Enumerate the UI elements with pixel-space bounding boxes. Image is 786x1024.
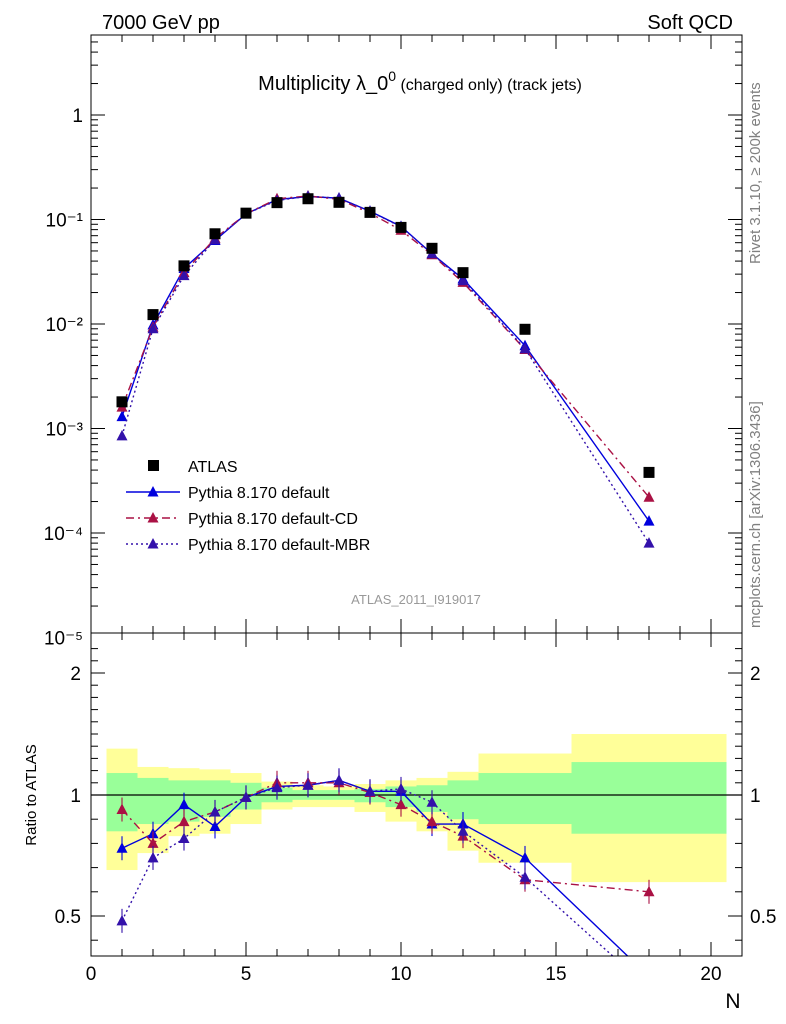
atlas-data-point	[519, 323, 531, 335]
legend-marker	[147, 538, 159, 549]
main-plot-title: Multiplicity λ_00 (charged only) (track …	[258, 68, 582, 95]
legend-marker	[147, 512, 159, 523]
ratio-series-marker	[364, 785, 376, 796]
ratio-y-tick-label-right: 1	[750, 786, 761, 807]
x-tick-label: 0	[86, 964, 97, 985]
ratio-series-marker	[519, 851, 531, 863]
atlas-data-point	[426, 242, 438, 254]
ratio-y-tick-label: 2	[70, 664, 81, 685]
x-tick-label: 5	[241, 964, 252, 985]
main-series-marker	[643, 537, 655, 548]
atlas-data-point	[395, 221, 407, 233]
ratio-series-marker	[519, 871, 531, 882]
x-axis-label: N	[725, 990, 740, 1013]
title-suffix: (charged only) (track jets)	[396, 77, 582, 94]
atlas-data-point	[271, 197, 283, 209]
ratio-plot-inner	[91, 734, 742, 994]
ratio-series-marker	[240, 791, 252, 802]
y-tick-label: 10⁻³	[46, 420, 84, 441]
ratio-series-marker	[116, 914, 128, 926]
uncertainty-band-inner	[137, 777, 169, 825]
atlas-data-point	[209, 228, 221, 240]
atlas-data-point	[178, 260, 190, 272]
ratio-series-marker	[426, 815, 438, 827]
main-series-marker	[643, 515, 655, 526]
ratio-series-marker	[209, 820, 221, 831]
ratio-series-marker	[116, 803, 128, 815]
main-series-marker	[116, 429, 128, 441]
legend-marker-atlas	[148, 460, 159, 471]
main-series-line	[121, 195, 650, 498]
ratio-series-marker	[395, 798, 407, 810]
legend-label: ATLAS	[188, 459, 238, 476]
atlas-data-point	[643, 466, 655, 478]
y-tick-label: 10⁻²	[46, 315, 84, 336]
mcplots-reference-label: mcplots.cern.ch [arXiv:1306.3436]	[747, 401, 764, 628]
ratio-series-marker	[271, 781, 283, 793]
uncertainty-band-inner	[571, 762, 727, 834]
main-series-marker	[457, 274, 469, 286]
x-tick-label: 10	[390, 964, 411, 985]
ratio-series-marker	[457, 825, 469, 836]
ratio-series-marker	[178, 798, 190, 810]
legend-label: Pythia 8.170 default	[188, 485, 330, 502]
ratio-series-marker	[147, 851, 159, 863]
ratio-series-marker	[147, 837, 159, 848]
atlas-data-point	[333, 196, 345, 208]
ratio-y-tick-label: 0.5	[55, 907, 81, 928]
header-right-label: Soft QCD	[647, 12, 733, 34]
ratio-series-marker	[644, 971, 655, 982]
main-series-marker	[116, 410, 128, 422]
y-tick-label: 10⁻⁵	[44, 629, 83, 650]
ratio-y-tick-label: 1	[70, 786, 81, 807]
ratio-series-marker	[395, 782, 407, 794]
main-series-marker	[643, 491, 655, 502]
atlas-data-point	[302, 193, 314, 205]
header-left-label: 7000 GeV pp	[102, 12, 220, 34]
y-tick-label: 1	[72, 106, 83, 127]
legend-label: Pythia 8.170 default-MBR	[188, 537, 370, 554]
ratio-plot: 0.5 0.51 12 20 5 10 15 20	[55, 632, 776, 994]
ratio-series-marker	[116, 842, 128, 853]
ratio-series-marker	[644, 983, 655, 994]
ratio-y-tick-label-right: 2	[750, 664, 761, 685]
main-plot: 1 10⁻¹ 10⁻² 10⁻³ 10⁻⁴ 10⁻⁵ ATLAS Pythia 8.170 d…	[44, 34, 743, 650]
main-series-marker	[519, 342, 531, 354]
ratio-series-marker	[209, 805, 221, 817]
y-tick-label: 10⁻¹	[46, 211, 84, 232]
atlas-data-point	[457, 267, 469, 279]
atlas-data-point	[240, 207, 252, 219]
uncertainty-band-inner	[478, 773, 572, 825]
atlas-data-point	[116, 396, 128, 408]
ratio-series-marker	[643, 885, 655, 897]
title-superscript: 0	[388, 68, 396, 84]
ratio-y-tick-label-right: 0.5	[750, 907, 776, 928]
y-tick-label: 10⁻⁴	[44, 524, 83, 545]
ratio-series-marker	[178, 832, 190, 844]
atlas-data-point	[364, 206, 376, 218]
ratio-series-marker	[178, 815, 190, 827]
title-main: Multiplicity λ_0	[258, 73, 388, 95]
x-tick-label: 20	[700, 964, 721, 985]
analysis-watermark: ATLAS_2011_I919017	[351, 592, 481, 607]
legend-label: Pythia 8.170 default-CD	[188, 511, 358, 528]
ratio-series-marker	[302, 779, 314, 790]
rivet-version-label: Rivet 3.1.10, ≥ 200k events	[747, 82, 764, 264]
ratio-series-marker	[333, 774, 345, 785]
ratio-y-axis-label: Ratio to ATLAS	[23, 744, 40, 845]
atlas-data-point	[147, 309, 159, 321]
ratio-series-line	[121, 779, 614, 956]
main-series-marker	[178, 269, 190, 281]
ratio-series-marker	[426, 796, 438, 807]
x-tick-label: 15	[545, 964, 566, 985]
main-series-marker	[147, 322, 159, 334]
legend-marker	[147, 486, 159, 497]
